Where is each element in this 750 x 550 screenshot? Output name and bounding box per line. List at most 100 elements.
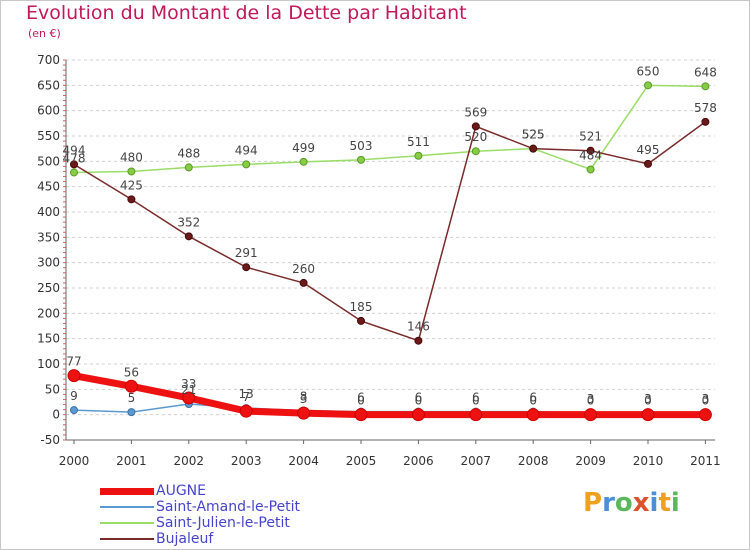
data-label: 521	[579, 130, 602, 144]
data-label: 494	[63, 143, 86, 157]
legend-label-augne: AUGNE	[156, 483, 206, 499]
data-label: 7	[242, 390, 250, 404]
data-point	[644, 81, 652, 90]
data-point	[127, 167, 136, 176]
data-label: 9	[70, 389, 78, 403]
data-point	[526, 408, 540, 422]
data-point	[299, 278, 308, 287]
data-label: 0	[472, 394, 480, 408]
y-tick-label: 0	[52, 408, 60, 422]
legend-swatch-saint-amand	[100, 506, 154, 508]
legend-label-saint-julien: Saint-Julien-le-Petit	[156, 515, 290, 531]
data-label: 648	[694, 65, 717, 79]
y-tick-label: 200	[37, 306, 60, 320]
data-label: 0	[357, 394, 365, 408]
data-point	[411, 408, 425, 422]
data-label: 6	[472, 391, 480, 405]
x-tick-label: 2009	[575, 454, 606, 468]
x-tick-label: 2010	[633, 454, 664, 468]
y-tick-label: 350	[37, 230, 60, 244]
proxiti-logo: Proxiti	[583, 488, 680, 518]
data-point	[242, 160, 251, 169]
data-point	[242, 263, 251, 272]
data-label: 6	[357, 391, 365, 405]
data-point	[127, 195, 136, 204]
data-label: 260	[292, 262, 315, 276]
data-label: 503	[350, 139, 373, 153]
legend-label-saint-amand: Saint-Amand-le-Petit	[156, 499, 301, 515]
data-label: 488	[177, 146, 200, 160]
data-label: 291	[235, 246, 258, 260]
y-tick-label: 650	[37, 78, 60, 92]
logo-letter: i	[670, 488, 680, 518]
data-label: 3	[587, 392, 595, 406]
data-label: 0	[415, 394, 423, 408]
data-label: 525	[522, 128, 545, 142]
data-point	[67, 369, 81, 383]
data-point	[70, 168, 78, 177]
data-label: 352	[177, 215, 200, 229]
data-label: 6	[415, 391, 423, 405]
y-tick-label: 500	[37, 154, 60, 168]
data-point	[70, 160, 78, 169]
data-point	[586, 165, 595, 174]
data-label: 495	[637, 143, 660, 157]
data-point	[299, 157, 308, 166]
data-point	[471, 122, 480, 131]
data-point	[644, 159, 652, 168]
data-point	[586, 146, 595, 155]
data-point	[414, 336, 423, 345]
data-label: 146	[407, 320, 430, 334]
data-point	[414, 151, 423, 160]
data-label: 511	[407, 135, 430, 149]
y-tick-label: 550	[37, 129, 60, 143]
data-label: 499	[292, 141, 315, 155]
y-tick-label: -50	[40, 433, 60, 447]
x-tick-label: 2008	[518, 454, 549, 468]
data-label: 425	[120, 178, 143, 192]
series-line-0	[70, 372, 709, 419]
x-tick-label: 2001	[116, 454, 147, 468]
y-tick-label: 250	[37, 281, 60, 295]
data-label: 578	[694, 101, 717, 115]
data-label: 478	[63, 151, 86, 165]
y-tick-label: 150	[37, 332, 60, 346]
data-point	[124, 379, 138, 393]
legend-swatch-saint-julien	[100, 522, 154, 524]
data-label: 3	[644, 392, 652, 406]
logo-letter: t	[658, 488, 671, 518]
data-label: 494	[235, 143, 258, 157]
y-tick-label: 100	[37, 357, 60, 371]
data-label: 520	[464, 130, 487, 144]
x-tick-label: 2002	[174, 454, 205, 468]
data-point	[701, 117, 710, 126]
legend-swatch-bujaleuf	[100, 538, 154, 540]
data-label: 3	[702, 392, 710, 406]
logo-letter: i	[649, 488, 659, 518]
data-label: 650	[637, 64, 660, 78]
x-tick-label: 2003	[231, 454, 262, 468]
data-label: 0	[644, 394, 652, 408]
logo-letter: o	[614, 488, 633, 518]
logo-letter: x	[632, 488, 650, 518]
x-tick-label: 2006	[403, 454, 434, 468]
data-point	[584, 408, 598, 422]
x-tick-label: 2004	[288, 454, 319, 468]
data-point	[297, 406, 311, 420]
data-label: 77	[66, 355, 81, 369]
data-label: 480	[120, 150, 143, 164]
x-tick-label: 2000	[59, 454, 90, 468]
series-line-2	[73, 84, 707, 174]
legend-swatch-augne	[100, 488, 154, 495]
chart-title: Evolution du Montant de la Dette par Hab…	[26, 2, 467, 24]
y-tick-label: 400	[37, 205, 60, 219]
data-label: 5	[128, 391, 136, 405]
y-tick-label: 50	[45, 382, 60, 396]
y-tick-label: 600	[37, 104, 60, 118]
data-label: 6	[529, 391, 537, 405]
data-point	[641, 408, 655, 422]
data-label: 185	[350, 300, 373, 314]
data-point	[354, 408, 368, 422]
